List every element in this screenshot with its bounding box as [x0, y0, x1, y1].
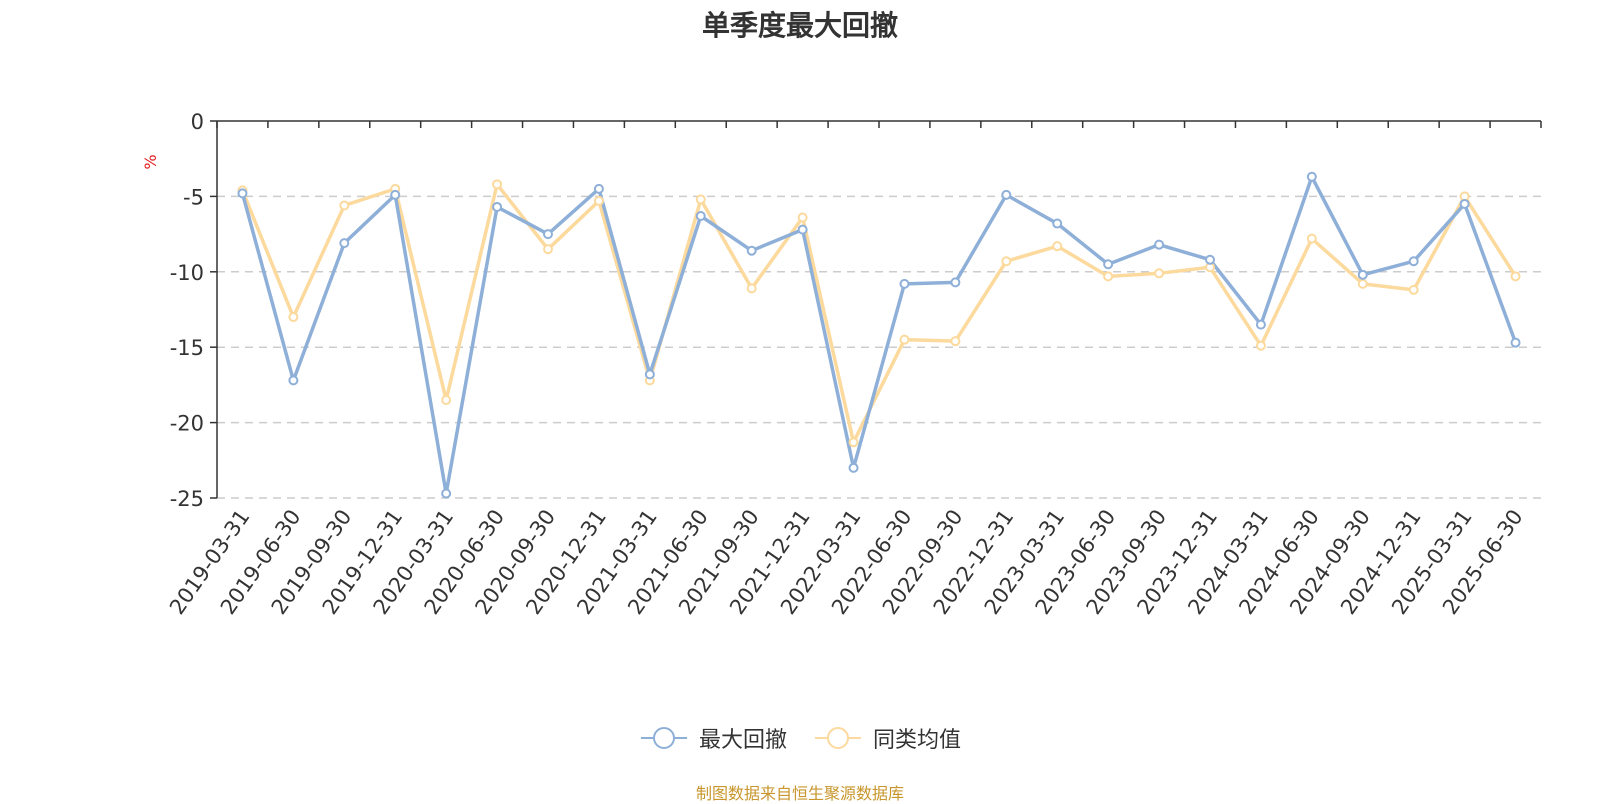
data-point: [1052, 241, 1063, 252]
data-point: [950, 336, 961, 347]
data-point: [1306, 171, 1317, 182]
data-point: [899, 278, 910, 289]
legend-symbol-series-1: [640, 727, 687, 749]
data-point: [237, 188, 248, 199]
data-point: [441, 488, 452, 499]
axes: 0-5-10-15-20-252019-03-312019-06-302019-…: [165, 110, 1542, 619]
y-tick-label: -10: [170, 261, 204, 285]
data-point: [390, 189, 401, 200]
series-line-2: [240, 182, 1518, 444]
chart-title: 单季度最大回撤: [701, 9, 898, 42]
series-points: [237, 171, 1521, 499]
data-point: [1001, 256, 1012, 267]
data-point: [1510, 337, 1521, 348]
data-point: [746, 283, 757, 294]
data-point: [1459, 198, 1470, 209]
y-tick-label: -5: [183, 185, 204, 209]
y-tick-label: -25: [170, 487, 204, 511]
data-point: [1103, 259, 1114, 270]
data-point: [1306, 233, 1317, 244]
data-point: [1357, 278, 1368, 289]
data-point: [339, 200, 350, 211]
data-point: [1154, 239, 1165, 250]
y-tick-label: 0: [191, 110, 204, 134]
data-point: [543, 229, 553, 240]
legend-item-series-1[interactable]: 最大回撤: [639, 722, 787, 754]
legend-symbol-series-2: [815, 727, 861, 749]
legend-label-series-1: 最大回撤: [698, 728, 787, 753]
data-point: [695, 211, 706, 222]
data-point: [1052, 218, 1063, 229]
grid-lines: [217, 195, 1541, 499]
data-point: [593, 183, 604, 194]
data-point: [339, 238, 350, 249]
data-point: [1408, 256, 1419, 267]
data-point: [288, 375, 299, 386]
data-point: [899, 334, 910, 345]
data-point: [593, 195, 604, 206]
legend-item-series-2[interactable]: 同类均值: [813, 722, 961, 754]
data-point: [644, 369, 655, 380]
data-point: [848, 462, 859, 473]
data-point: [288, 312, 299, 323]
data-point: [797, 212, 808, 223]
data-point: [695, 194, 706, 205]
data-point: [441, 394, 452, 405]
data-point: [492, 179, 503, 190]
data-point: [1255, 319, 1266, 330]
legend-label-series-2: 同类均值: [873, 728, 962, 753]
data-point: [1205, 254, 1215, 265]
data-point: [492, 201, 503, 212]
data-point: [1001, 189, 1012, 200]
series-line-1: [240, 175, 1518, 496]
y-axis-unit: %: [141, 154, 160, 169]
data-point: [848, 437, 859, 448]
series-lines: [240, 175, 1518, 496]
legend: 最大回撤 同类均值: [0, 722, 1600, 754]
data-point: [1510, 271, 1521, 282]
data-point: [1103, 271, 1114, 282]
y-tick-label: -20: [170, 412, 204, 436]
data-point: [1255, 340, 1266, 351]
data-point: [746, 245, 757, 256]
data-point: [1357, 269, 1368, 280]
source-note: 制图数据来自恒生聚源数据库: [695, 784, 904, 803]
y-tick-label: -15: [170, 336, 204, 360]
data-point: [797, 224, 808, 235]
data-point: [1408, 284, 1419, 295]
data-point: [1154, 268, 1165, 279]
data-point: [950, 277, 961, 288]
data-point: [543, 244, 553, 255]
